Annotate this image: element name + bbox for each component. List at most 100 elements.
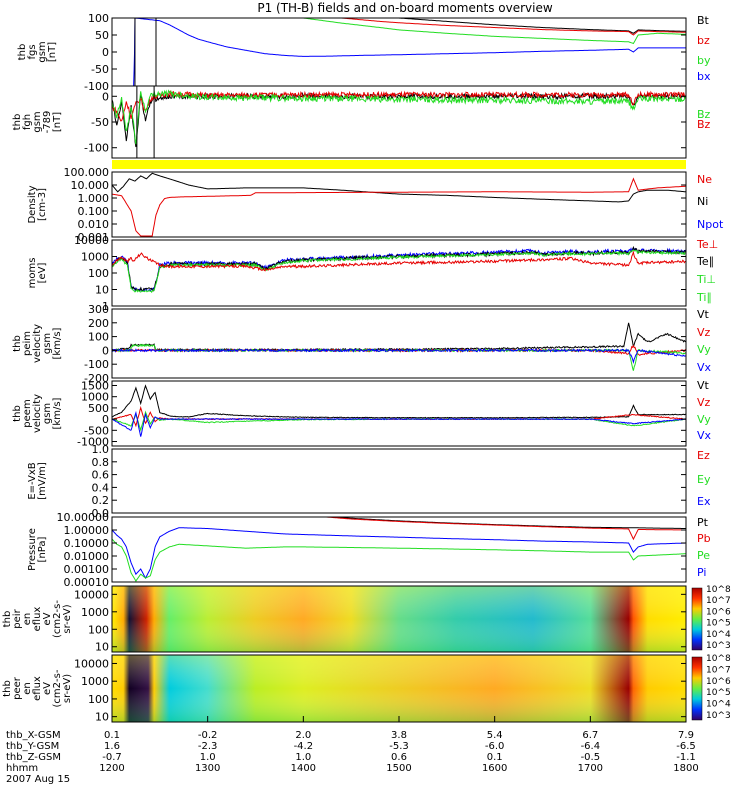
colorbar-label: 10^8 [706, 585, 731, 595]
legend-bz: Bz [697, 118, 711, 131]
axis-row-label: hhmm [6, 763, 38, 774]
y-tick-label: 0.6 [92, 469, 110, 482]
y-axis-label: eflux [32, 676, 43, 701]
colorbar-label: 10^3 [706, 711, 731, 721]
y-axis-label: peem [22, 399, 33, 427]
series-vz [112, 405, 686, 428]
y-tick-label: 10 [95, 711, 109, 724]
legend-bz: Bz [697, 108, 711, 121]
y-axis-label: [km/s] [52, 397, 63, 429]
panel-frame [111, 171, 687, 238]
legend-by: by [697, 54, 711, 67]
legend-ez: Ez [697, 449, 710, 462]
y-tick-label: 0.100 [78, 205, 110, 218]
y-tick-label: 1000 [81, 675, 109, 688]
panel-mom: 10000 1000 100 10 1 moms [eV] Te⊥ Te∥ Ti⊥ Ti∥ [27, 234, 718, 313]
y-tick-label: -100 [84, 358, 109, 371]
axis-row-value: -0.7 [102, 752, 122, 763]
panel-density: 100.00010.0001.0000.1000.0100.001 Density… [27, 166, 724, 244]
axis-row-value: 0.1 [487, 752, 503, 763]
y-axis-label: gsm [32, 111, 43, 132]
y-axis-label: eflux [32, 607, 43, 632]
series-vt [112, 322, 686, 352]
series-vx [112, 347, 686, 364]
y-axis-label: eV [42, 612, 53, 625]
figure-title: P1 (TH-B) fields and on-board moments ov… [257, 1, 553, 15]
y-axis-label: thb [12, 335, 23, 352]
series-bz [135, 18, 686, 36]
panel-frame [111, 516, 687, 583]
axis-row-value: 7.9 [678, 730, 694, 741]
y-tick-label: 500 [88, 402, 109, 415]
series-pt [327, 517, 686, 529]
axis-row-label: thb_Z-GSM [6, 752, 61, 763]
axis-row-value: 1800 [673, 763, 698, 774]
y-axis-label: peer [12, 676, 23, 700]
y-tick-label: 10 [95, 641, 109, 654]
axis-row-value: -6.4 [581, 741, 601, 752]
panel-frame [111, 585, 687, 653]
y-tick-label: 0.10000 [64, 537, 110, 550]
y-tick-label: -50 [91, 63, 109, 76]
series-red [112, 89, 686, 122]
y-tick-label: 50 [95, 29, 109, 42]
panel-fgs: 100 50 0 -50 -100 thb fgs gsm [nT] Bt bz by bx [17, 12, 711, 93]
panel-pressure: 10.000001.000000.100000.010000.001000.00… [27, 511, 711, 589]
series-vy [112, 343, 686, 371]
y-axis-label: peim [22, 331, 33, 356]
y-axis-label: thb [2, 680, 13, 697]
y-tick-label: 1.000 [78, 192, 110, 205]
y-tick-label: 1.00000 [64, 524, 110, 537]
panel-peer: 10^810^7 10^610^5 10^410^3 10000 1000 100 10 th… [2, 654, 731, 724]
series-black [112, 91, 686, 148]
y-axis-label: thb [12, 114, 23, 131]
colorbar-label: 10^4 [706, 630, 731, 640]
y-tick-label: 1 [102, 300, 109, 313]
y-tick-label: 0.2 [92, 494, 110, 507]
status-bar [112, 160, 686, 169]
axis-row-value: -5.3 [389, 741, 409, 752]
y-axis-label: [nT] [47, 42, 58, 62]
y-tick-label: 0.010 [78, 218, 110, 231]
colorbar-label: 10^6 [706, 607, 731, 617]
spectrogram-shading [112, 586, 686, 652]
axis-row-label: thb_Y-GSM [6, 741, 59, 752]
colorbar-label: 10^3 [706, 641, 731, 651]
y-tick-label: 10000 [74, 588, 109, 601]
y-axis-label: [cm-3] [37, 188, 48, 221]
y-axis-label: en [22, 613, 33, 626]
y-tick-label: 0.00010 [64, 576, 110, 589]
y-tick-label: -1000 [77, 436, 109, 449]
y-tick-label: 0.00100 [64, 563, 110, 576]
axis-row-value: -1.1 [676, 752, 696, 763]
legend-pe: Pe [697, 549, 710, 562]
y-axis-label: gsm [37, 41, 48, 62]
y-axis-label: gsm [42, 333, 53, 354]
y-tick-label: 10 [95, 284, 109, 297]
legend-vt: Vt [697, 379, 710, 392]
axis-row-value: 1500 [386, 763, 411, 774]
y-tick-label: 200 [88, 317, 109, 330]
axis-row-value: 1300 [195, 763, 220, 774]
colorbar-label: 10^5 [706, 619, 731, 629]
panel-frame [111, 239, 687, 307]
legend-npot: Npot [697, 218, 724, 231]
y-axis-label: (cm2-s- [52, 600, 63, 638]
axis-row-value: 6.7 [582, 730, 598, 741]
y-tick-label: 10.000 [71, 179, 110, 192]
date-label: 2007 Aug 15 [6, 774, 70, 785]
panel-frame [111, 380, 687, 447]
y-tick-label: 10.00000 [57, 511, 110, 524]
axis-row-value: 1600 [482, 763, 507, 774]
series-group [133, 18, 686, 86]
legend-bx: bx [697, 70, 711, 83]
y-axis-label: peir [12, 608, 23, 628]
axis-row-label: thb_X-GSM [6, 730, 61, 741]
legend-pi: Pi [697, 566, 706, 579]
y-tick-label: 1.0 [92, 443, 110, 456]
y-axis-label: Density [27, 185, 38, 223]
y-tick-label: 0 [102, 344, 109, 357]
colorbar-label: 10^7 [706, 596, 731, 606]
